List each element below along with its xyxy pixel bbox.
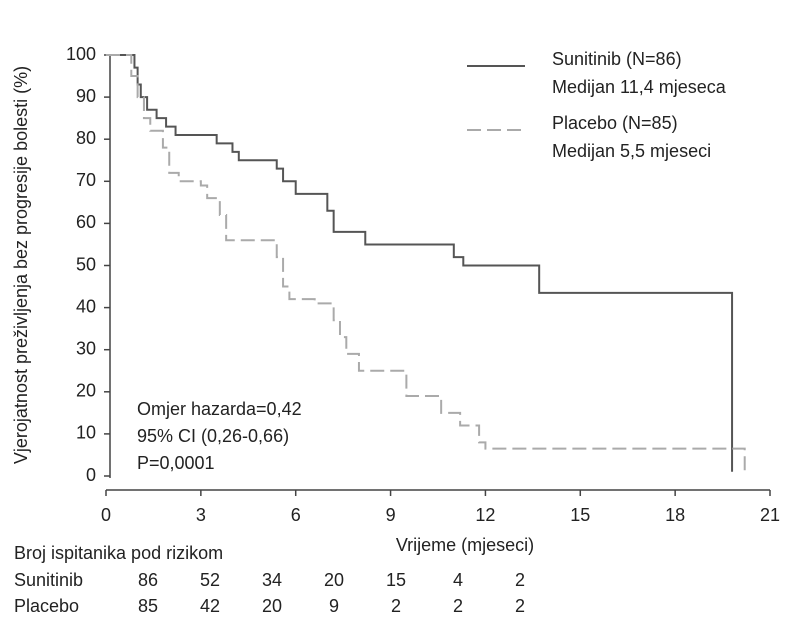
legend-note: Medijan 5,5 mjeseci (552, 141, 711, 161)
y-tick-label: 40 (76, 296, 96, 316)
risk-value: 15 (386, 570, 406, 590)
y-tick-label: 20 (76, 381, 96, 401)
y-tick-label: 30 (76, 338, 96, 358)
risk-row-name: Placebo (14, 596, 79, 616)
annotation: Omjer hazarda=0,42 (137, 399, 302, 419)
annotation: 95% CI (0,26-0,66) (137, 426, 289, 446)
risk-value: 85 (138, 596, 158, 616)
risk-value: 9 (329, 596, 339, 616)
x-tick-label: 0 (101, 505, 111, 525)
risk-value: 86 (138, 570, 158, 590)
risk-value: 20 (262, 596, 282, 616)
legend-label: Sunitinib (N=86) (552, 49, 682, 69)
y-tick-label: 100 (66, 44, 96, 64)
x-tick-label: 21 (760, 505, 780, 525)
y-tick-label: 10 (76, 423, 96, 443)
x-tick-label: 9 (386, 505, 396, 525)
risk-value: 52 (200, 570, 220, 590)
x-tick-label: 18 (665, 505, 685, 525)
y-tick-label: 0 (86, 465, 96, 485)
survival-curve (106, 54, 746, 472)
y-tick-label: 70 (76, 170, 96, 190)
x-tick-label: 3 (196, 505, 206, 525)
risk-value: 2 (515, 570, 525, 590)
risk-row-name: Sunitinib (14, 570, 83, 590)
y-tick-label: 50 (76, 254, 96, 274)
risk-value: 2 (515, 596, 525, 616)
legend-note: Medijan 11,4 mjeseca (552, 77, 727, 97)
annotation: P=0,0001 (137, 453, 215, 473)
x-tick-label: 12 (475, 505, 495, 525)
y-tick-label: 80 (76, 128, 96, 148)
risk-value: 4 (453, 570, 463, 590)
x-tick-label: 15 (570, 505, 590, 525)
risk-value: 42 (200, 596, 220, 616)
x-axis-label: Vrijeme (mjeseci) (396, 535, 534, 555)
x-tick-label: 6 (291, 505, 301, 525)
y-tick-label: 90 (76, 86, 96, 106)
y-axis-label: Vjerojatnost preživljenja bez progresije… (11, 66, 31, 464)
risk-value: 2 (453, 596, 463, 616)
legend-label: Placebo (N=85) (552, 113, 678, 133)
y-tick-label: 60 (76, 212, 96, 232)
risk-table-title: Broj ispitanika pod rizikom (14, 543, 223, 563)
risk-value: 34 (262, 570, 282, 590)
risk-value: 2 (391, 596, 401, 616)
risk-value: 20 (324, 570, 344, 590)
survival-curve (106, 54, 734, 472)
